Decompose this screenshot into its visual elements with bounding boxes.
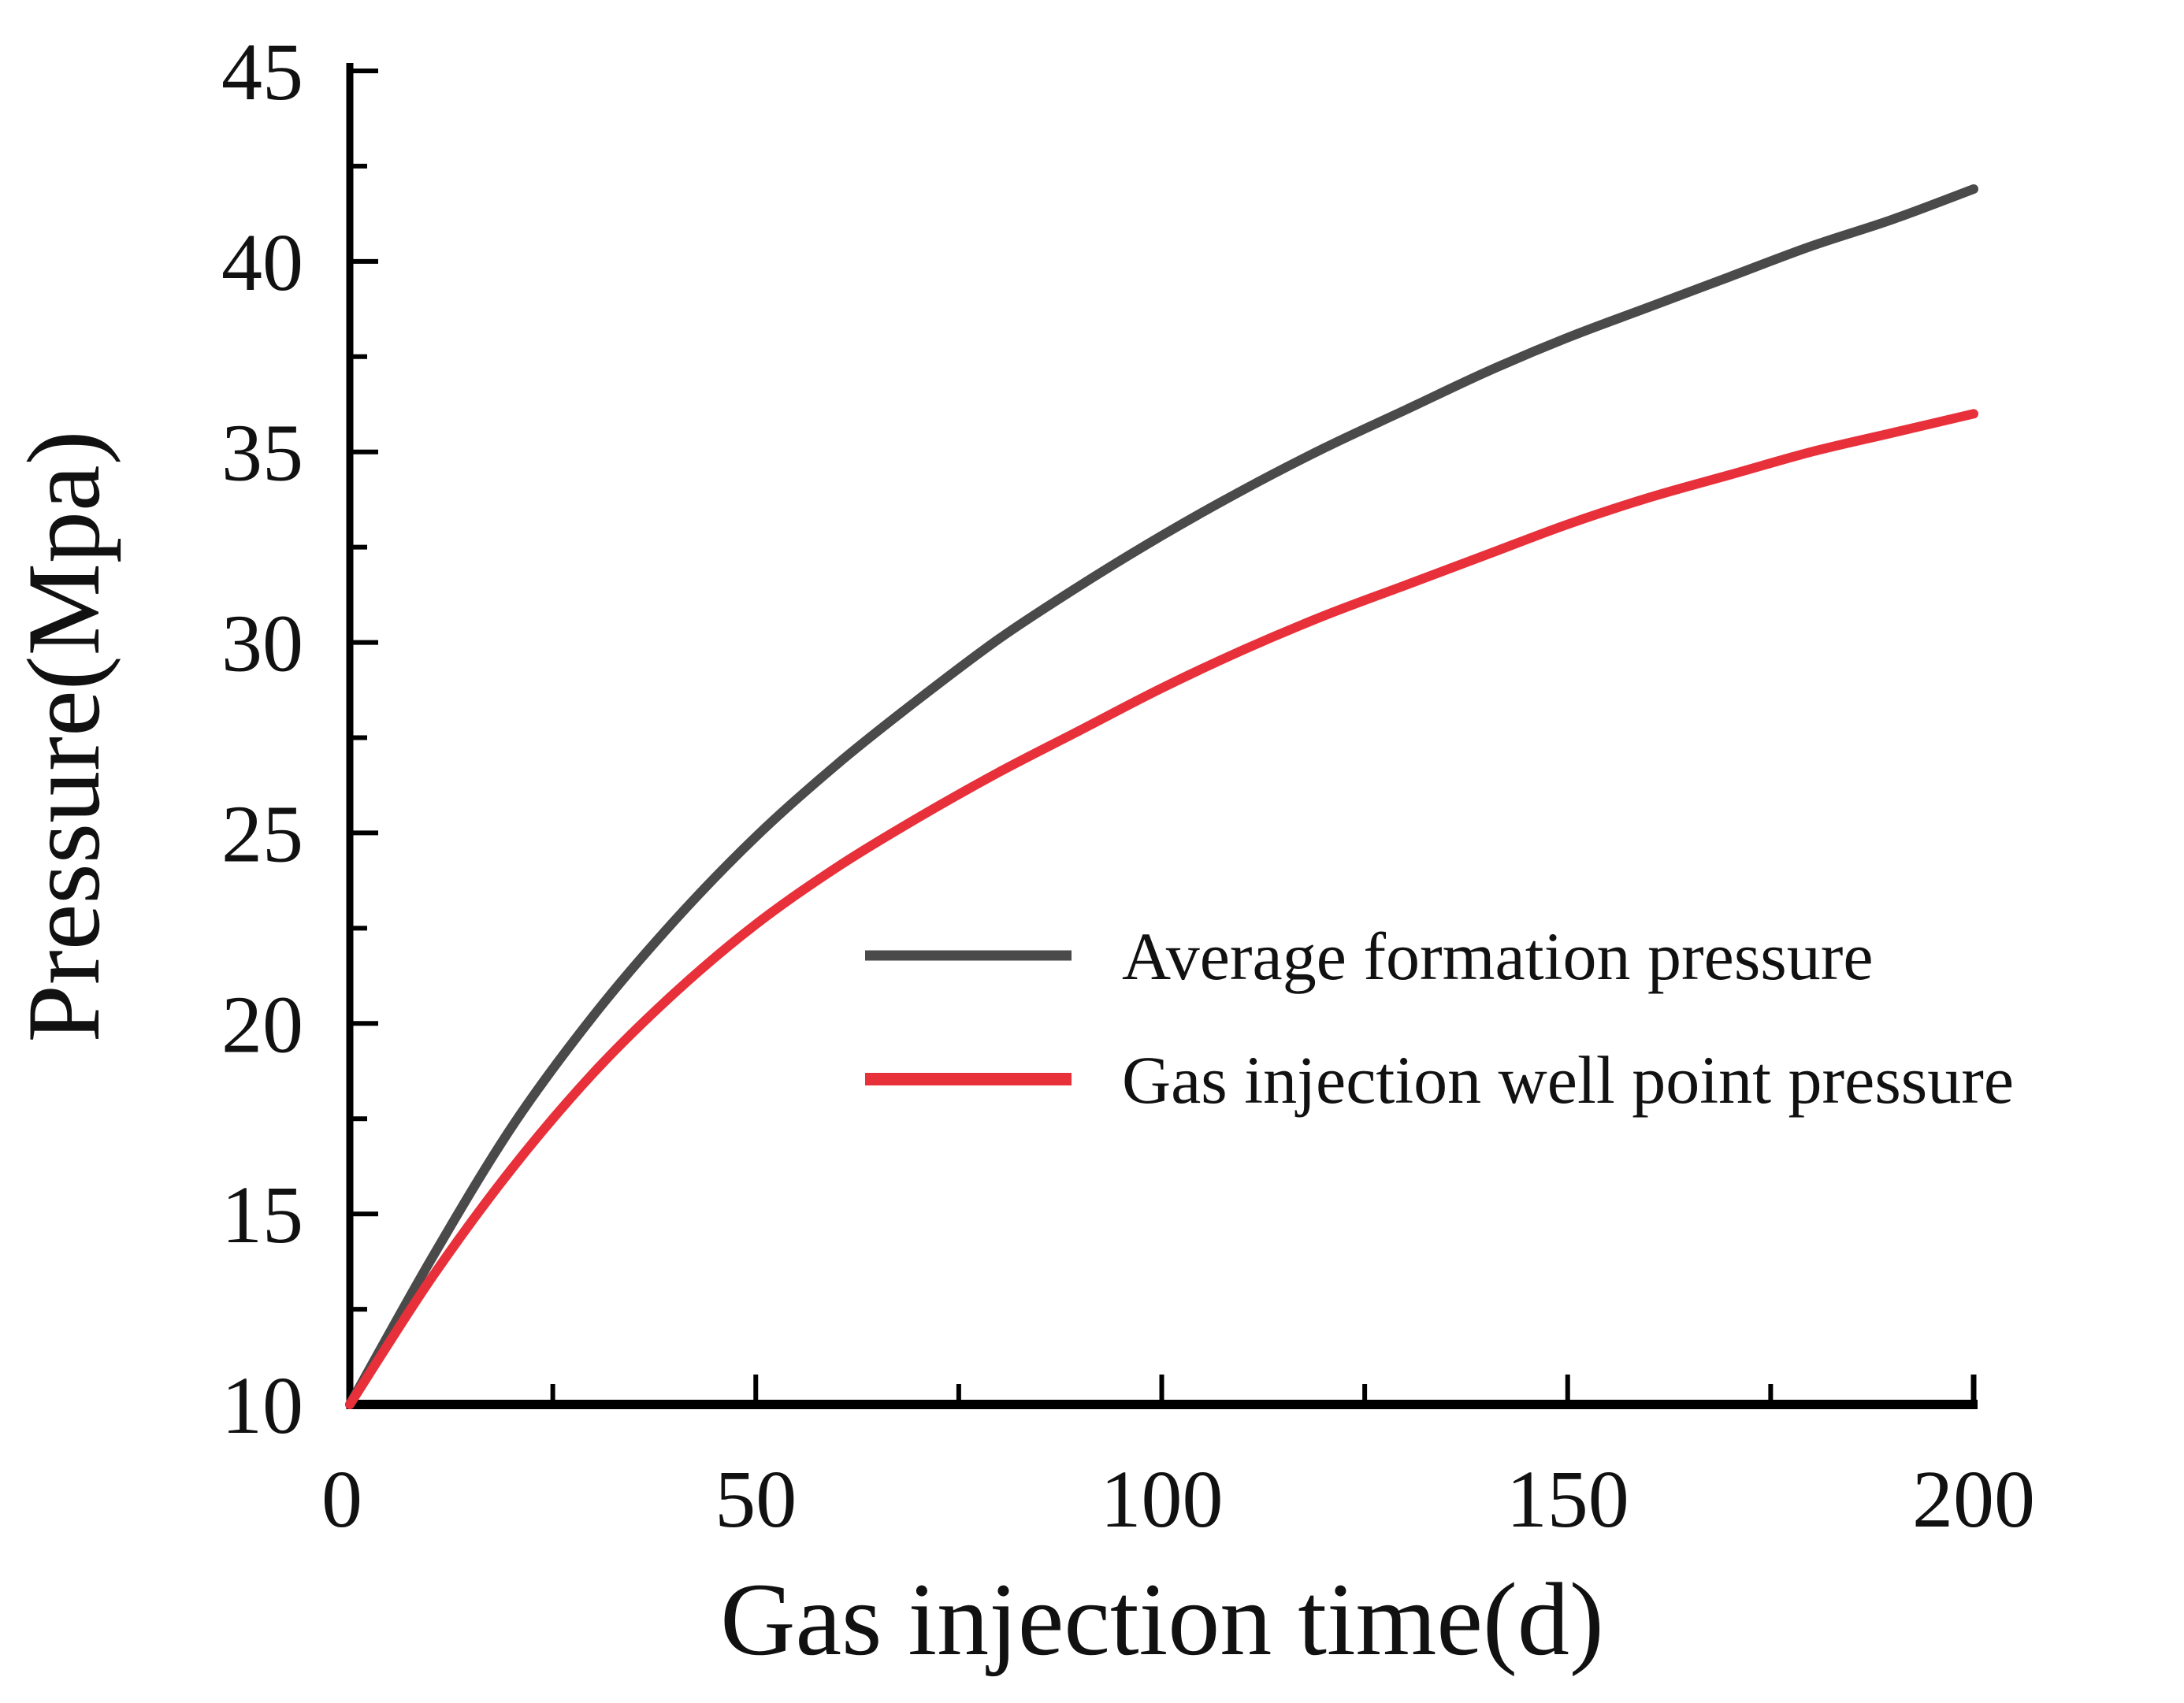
y-tick-label: 35 <box>221 408 303 499</box>
x-tick-label: 200 <box>1912 1454 2035 1545</box>
y-tick-label: 10 <box>221 1360 303 1451</box>
series-lines <box>345 184 1978 1409</box>
legend-label: Gas injection well point pressure <box>1122 1042 2014 1118</box>
legend-label: Average formation pressure <box>1122 918 1874 994</box>
plot-area: 0 50 100 150 200 10 15 20 25 30 35 40 45 <box>221 27 2035 1545</box>
y-axis-title: Pressure(Mpa) <box>6 430 121 1042</box>
y-tick-label: 40 <box>221 217 303 308</box>
y-ticks: 10 15 20 25 30 35 40 45 <box>221 27 378 1451</box>
x-tick-label: 50 <box>715 1454 797 1545</box>
series-line-average-formation-pressure <box>345 184 1978 1409</box>
y-tick-label: 30 <box>221 599 303 689</box>
x-ticks: 0 50 100 150 200 <box>321 1375 2035 1545</box>
y-tick-label: 20 <box>221 979 303 1070</box>
x-tick-label: 0 <box>321 1454 362 1545</box>
y-tick-label: 25 <box>221 788 303 879</box>
series-line-gas-injection-well-point-pressure <box>345 409 1978 1409</box>
x-tick-label: 150 <box>1506 1454 1629 1545</box>
y-tick-label: 15 <box>221 1170 303 1260</box>
x-axis-title: Gas injection time(d) <box>720 1561 1604 1677</box>
x-tick-label: 100 <box>1101 1454 1224 1545</box>
y-tick-label: 45 <box>221 27 303 117</box>
legend: Average formation pressure Gas injection … <box>865 918 2014 1118</box>
